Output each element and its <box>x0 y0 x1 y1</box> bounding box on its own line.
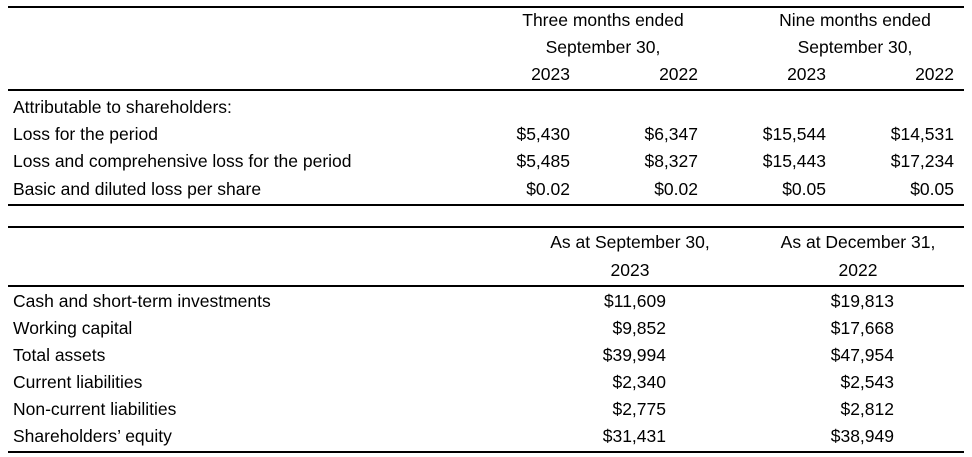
cell-value: $47,954 <box>830 345 894 365</box>
row-label: Working capital <box>13 318 133 338</box>
header-rule <box>8 89 964 91</box>
cell-value: $6,347 <box>644 124 698 144</box>
table-top-rule <box>8 6 964 8</box>
cell-value: $2,812 <box>840 399 894 419</box>
table-bottom-rule <box>8 451 964 453</box>
three-months-header-line1: Three months ended <box>522 10 684 30</box>
dec31-header-line2: 2022 <box>838 260 878 280</box>
table-bottom-rule <box>8 204 964 206</box>
cell-value: $2,775 <box>612 399 666 419</box>
year-header: 2022 <box>915 64 954 84</box>
row-label: Non-current liabilities <box>13 399 177 419</box>
cell-value: $2,340 <box>612 372 666 392</box>
cell-value: $5,485 <box>516 151 570 171</box>
cell-value: $19,813 <box>830 291 894 311</box>
table-top-rule <box>8 226 964 228</box>
cell-value: $5,430 <box>516 124 570 144</box>
cell-value: $15,443 <box>762 151 826 171</box>
year-header: 2022 <box>659 64 698 84</box>
cell-value: $0.05 <box>910 179 954 199</box>
cell-value: $39,994 <box>602 345 666 365</box>
row-label: Basic and diluted loss per share <box>13 179 262 199</box>
row-label: Total assets <box>13 345 106 365</box>
sep30-header-line2: 2023 <box>610 260 650 280</box>
cell-value: $31,431 <box>602 426 666 446</box>
cell-value: $8,327 <box>644 151 698 171</box>
sep30-header-line1: As at September 30, <box>550 232 710 252</box>
cell-value: $9,852 <box>612 318 666 338</box>
cell-value: $38,949 <box>830 426 894 446</box>
row-label: Loss for the period <box>13 124 158 144</box>
section-label: Attributable to shareholders: <box>13 97 232 117</box>
year-header: 2023 <box>787 64 826 84</box>
year-header: 2023 <box>531 64 570 84</box>
dec31-header-line1: As at December 31, <box>780 232 936 252</box>
nine-months-header-line2: September 30, <box>797 37 913 57</box>
cell-value: $0.02 <box>526 179 570 199</box>
row-label: Current liabilities <box>13 372 143 392</box>
cell-value: $17,234 <box>890 151 954 171</box>
cell-value: $11,609 <box>604 291 666 311</box>
cell-value: $2,543 <box>840 372 894 392</box>
three-months-header-line2: September 30, <box>545 37 661 57</box>
nine-months-header-line1: Nine months ended <box>779 10 931 30</box>
cell-value: $0.05 <box>782 179 826 199</box>
cell-value: $15,544 <box>762 124 826 144</box>
cell-value: $17,668 <box>830 318 894 338</box>
row-label: Loss and comprehensive loss for the peri… <box>13 151 352 171</box>
row-label: Shareholders’ equity <box>13 426 172 446</box>
row-label: Cash and short-term investments <box>13 291 271 311</box>
cell-value: $0.02 <box>654 179 698 199</box>
cell-value: $14,531 <box>890 124 954 144</box>
header-rule <box>8 285 964 287</box>
